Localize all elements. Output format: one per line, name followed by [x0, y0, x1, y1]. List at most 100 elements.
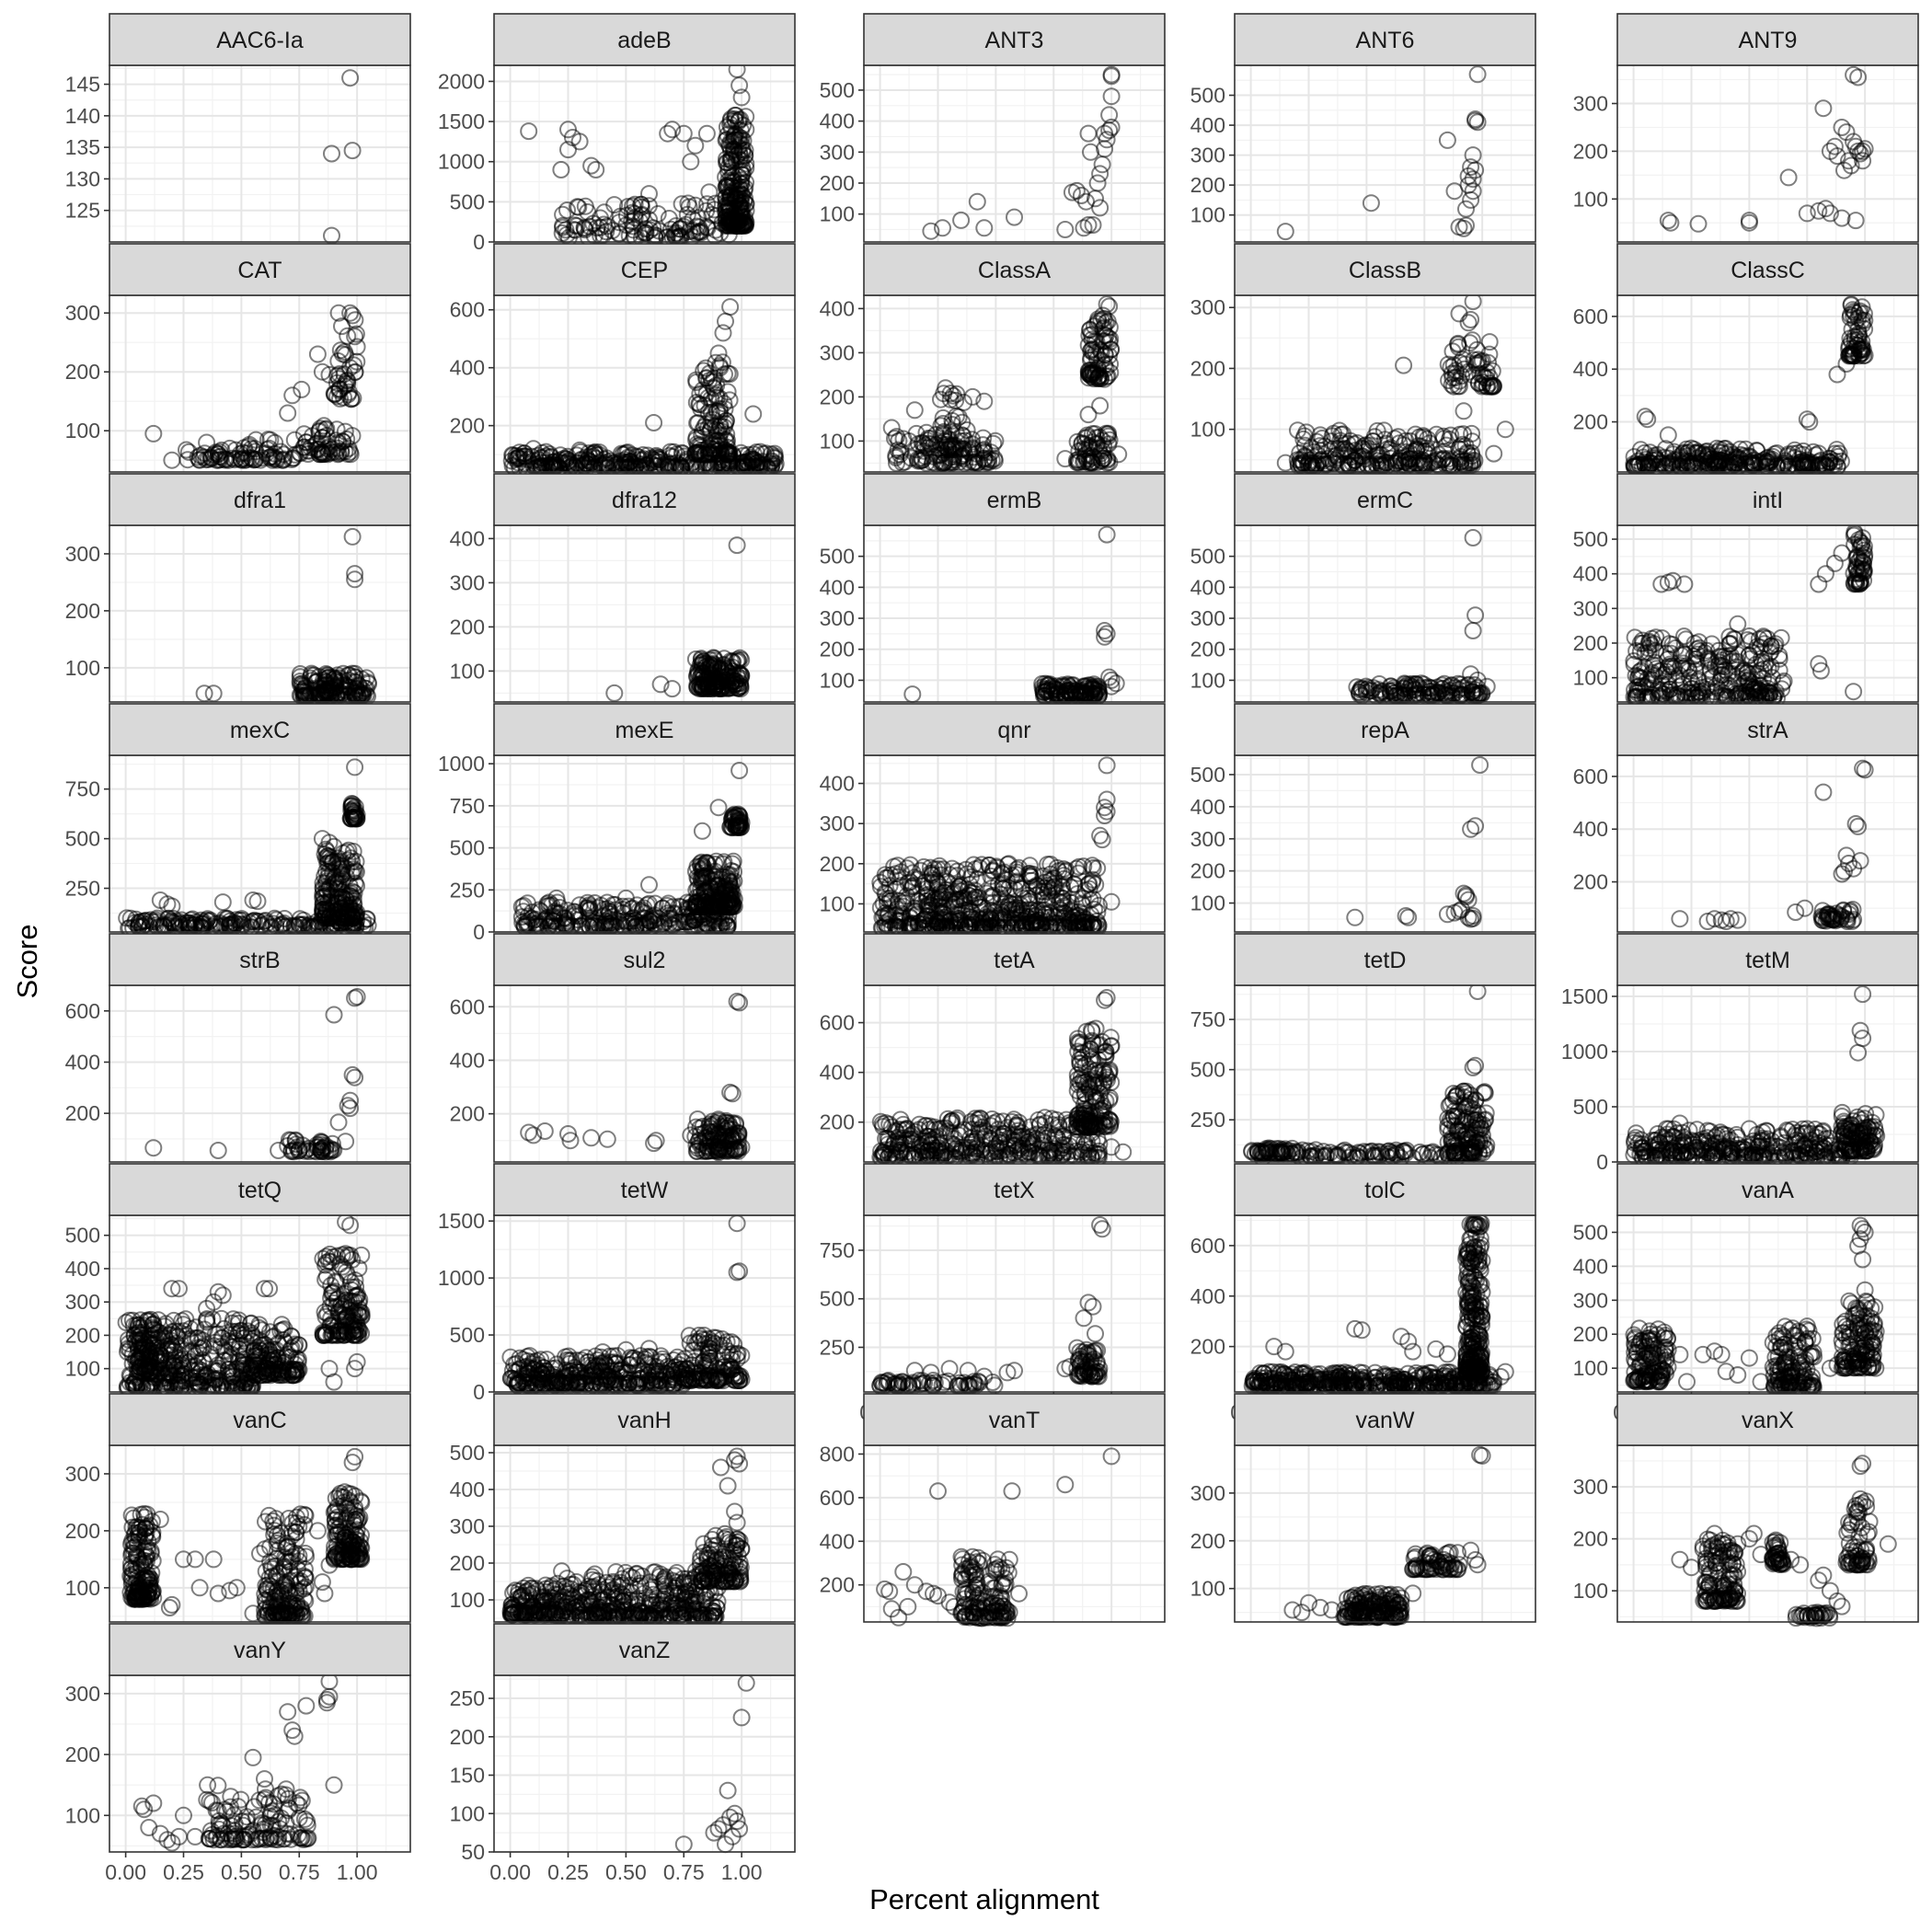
data-point	[1464, 170, 1482, 189]
data-point	[1091, 165, 1110, 183]
data-point	[320, 443, 339, 462]
data-point	[732, 88, 751, 107]
data-point	[299, 445, 317, 463]
data-point	[1816, 200, 1834, 218]
data-point	[1466, 111, 1485, 130]
y-tick-label: 500	[450, 190, 485, 213]
y-tick-label: 250	[450, 878, 485, 902]
data-point	[709, 344, 728, 362]
strip-label: CEP	[621, 258, 668, 283]
y-tick-label: 400	[1190, 113, 1225, 137]
data-point	[557, 221, 575, 239]
y-tick-label: 500	[820, 78, 855, 102]
y-tick-label: 100	[1573, 666, 1608, 690]
data-point	[934, 219, 951, 237]
data-point	[304, 427, 322, 445]
data-point	[1821, 204, 1839, 223]
y-tick-label: 200	[65, 360, 100, 384]
data-point	[1835, 161, 1853, 179]
data-point	[605, 196, 624, 214]
data-point	[744, 405, 763, 423]
data-point	[674, 124, 693, 143]
data-point	[1846, 212, 1865, 230]
y-tick-label: 200	[1190, 173, 1225, 197]
data-point	[1457, 200, 1475, 218]
y-tick-label: 250	[65, 877, 100, 901]
data-point	[520, 122, 538, 141]
data-point	[332, 442, 351, 460]
panel-background	[864, 65, 1165, 242]
strip-label: intI	[1753, 488, 1783, 513]
data-point	[1082, 143, 1099, 161]
y-tick-label: 400	[1573, 357, 1608, 381]
y-tick-label: 100	[65, 419, 100, 443]
data-point	[1779, 168, 1798, 187]
y-tick-label: 500	[820, 545, 855, 569]
data-point	[1814, 99, 1833, 118]
data-point	[339, 327, 357, 345]
y-tick-label: 1500	[438, 109, 485, 133]
scatter-points	[922, 65, 1121, 240]
data-point	[336, 422, 354, 441]
data-point	[338, 431, 356, 448]
data-point	[660, 210, 678, 227]
data-point	[718, 154, 735, 172]
data-point	[274, 450, 293, 468]
data-point	[329, 304, 348, 322]
y-tick-label: 140	[65, 104, 100, 128]
y-tick-label: 400	[820, 575, 855, 599]
data-point	[952, 211, 971, 229]
panel-background	[494, 295, 795, 472]
y-tick-label: 100	[820, 668, 855, 692]
data-point	[1825, 137, 1844, 155]
data-point	[681, 223, 698, 240]
y-tick-label: 135	[65, 135, 100, 159]
data-point	[736, 190, 754, 208]
scatter-points	[144, 304, 366, 469]
y-tick-label: 200	[1573, 631, 1608, 655]
strip-background	[493, 13, 796, 66]
data-point	[341, 69, 360, 87]
data-point	[559, 141, 577, 159]
data-point	[554, 218, 572, 236]
data-point	[1079, 216, 1098, 234]
data-point	[308, 345, 327, 363]
data-point	[1455, 219, 1473, 237]
data-point	[582, 156, 601, 175]
data-point	[576, 221, 594, 239]
y-tick-label: 100	[1190, 418, 1225, 442]
data-point	[343, 142, 362, 160]
data-point	[311, 443, 329, 461]
scatter-points	[502, 298, 785, 477]
y-tick-label: 500	[1573, 527, 1608, 551]
data-point	[588, 219, 606, 237]
data-point	[1072, 187, 1090, 204]
data-point	[1689, 214, 1708, 233]
data-point	[347, 325, 365, 343]
y-tick-label: 300	[450, 570, 485, 594]
y-tick-label: 130	[65, 167, 100, 190]
data-point	[1849, 142, 1868, 160]
data-point	[1833, 209, 1851, 227]
data-point	[663, 121, 682, 139]
y-tick-label: 0	[473, 230, 485, 254]
data-point	[1810, 201, 1828, 220]
data-point	[690, 218, 708, 236]
y-tick-label: 400	[1190, 575, 1225, 599]
y-tick-label: 500	[1190, 84, 1225, 108]
data-point	[697, 124, 716, 143]
data-point	[735, 181, 753, 200]
y-tick-label: 200	[65, 599, 100, 623]
y-tick-label: 400	[450, 356, 485, 380]
data-point	[678, 205, 696, 224]
data-point	[725, 213, 743, 232]
data-point	[1849, 68, 1868, 86]
data-point	[178, 451, 197, 469]
strip-label: ANT6	[1356, 28, 1415, 53]
